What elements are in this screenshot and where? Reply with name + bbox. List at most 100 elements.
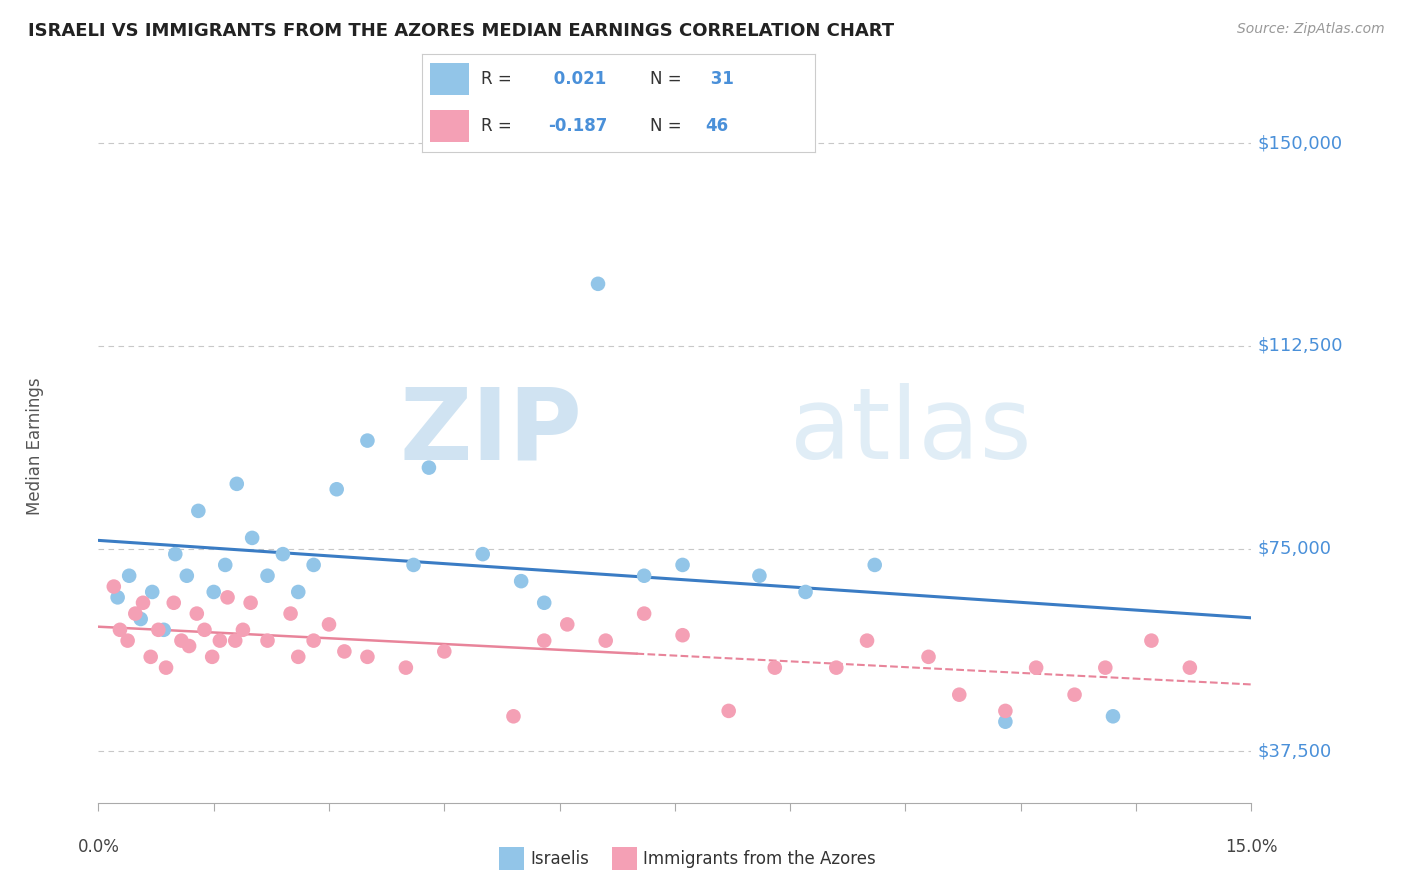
Point [103,580,125,594]
Point [176,568,198,582]
Point [256,568,278,582]
Point [917,649,939,664]
Point [186,607,208,621]
Point [202,585,225,599]
Point [1063,688,1085,702]
Point [994,714,1017,729]
Point [595,633,617,648]
Point [232,623,254,637]
Text: -0.187: -0.187 [548,117,607,135]
Point [152,623,174,637]
Text: $37,500: $37,500 [1257,742,1331,761]
Point [165,547,187,561]
Point [794,585,817,599]
Point [148,623,170,637]
Point [287,585,309,599]
Point [418,460,440,475]
Point [124,607,146,621]
Text: ZIP: ZIP [399,384,582,480]
Point [402,558,425,572]
Point [129,612,152,626]
Text: Median Earnings: Median Earnings [25,377,44,515]
Point [217,591,239,605]
Point [763,660,786,674]
Point [1025,660,1047,674]
Point [118,568,141,582]
Point [555,617,578,632]
Text: N =: N = [650,70,688,88]
Point [271,547,294,561]
Point [717,704,740,718]
Point [187,504,209,518]
Point [108,623,131,637]
Text: N =: N = [650,117,688,135]
Text: 15.0%: 15.0% [1225,838,1278,856]
Text: 31: 31 [706,70,734,88]
Point [748,568,770,582]
Point [201,649,224,664]
Point [825,660,848,674]
Point [1178,660,1201,674]
Text: atlas: atlas [790,384,1032,480]
Point [256,633,278,648]
Text: $75,000: $75,000 [1257,540,1331,558]
Point [107,591,129,605]
Point [671,628,693,642]
Text: ISRAELI VS IMMIGRANTS FROM THE AZORES MEDIAN EARNINGS CORRELATION CHART: ISRAELI VS IMMIGRANTS FROM THE AZORES ME… [28,22,894,40]
Text: 0.0%: 0.0% [77,838,120,856]
Point [280,607,302,621]
Point [302,633,325,648]
Point [395,660,418,674]
Point [356,434,378,448]
Point [863,558,886,572]
Point [633,568,655,582]
Point [225,476,247,491]
Point [633,607,655,621]
Point [502,709,524,723]
Point [471,547,494,561]
Text: $112,500: $112,500 [1257,337,1343,355]
Point [139,649,162,664]
Point [318,617,340,632]
Point [155,660,177,674]
Text: Israelis: Israelis [530,850,589,868]
Point [510,574,533,589]
Text: Source: ZipAtlas.com: Source: ZipAtlas.com [1237,22,1385,37]
Point [325,482,347,496]
FancyBboxPatch shape [430,111,470,142]
Text: R =: R = [481,117,517,135]
Point [1102,709,1125,723]
Point [948,688,970,702]
Point [433,644,456,658]
Point [214,558,236,572]
Point [333,644,356,658]
Point [240,531,263,545]
Point [179,639,201,653]
Text: Immigrants from the Azores: Immigrants from the Azores [643,850,876,868]
Point [856,633,879,648]
Point [1094,660,1116,674]
Point [132,596,155,610]
Point [994,704,1017,718]
Text: 0.021: 0.021 [548,70,606,88]
Point [224,633,246,648]
Point [1140,633,1163,648]
Point [117,633,139,648]
Point [302,558,325,572]
Point [141,585,163,599]
Point [163,596,186,610]
Point [533,633,555,648]
Text: $150,000: $150,000 [1257,135,1343,153]
FancyBboxPatch shape [430,63,470,95]
Point [239,596,262,610]
Point [208,633,231,648]
Point [170,633,193,648]
Point [533,596,555,610]
Point [287,649,309,664]
Text: R =: R = [481,70,517,88]
Point [193,623,215,637]
Point [671,558,693,572]
Point [586,277,609,291]
Point [356,649,378,664]
Text: 46: 46 [706,117,728,135]
